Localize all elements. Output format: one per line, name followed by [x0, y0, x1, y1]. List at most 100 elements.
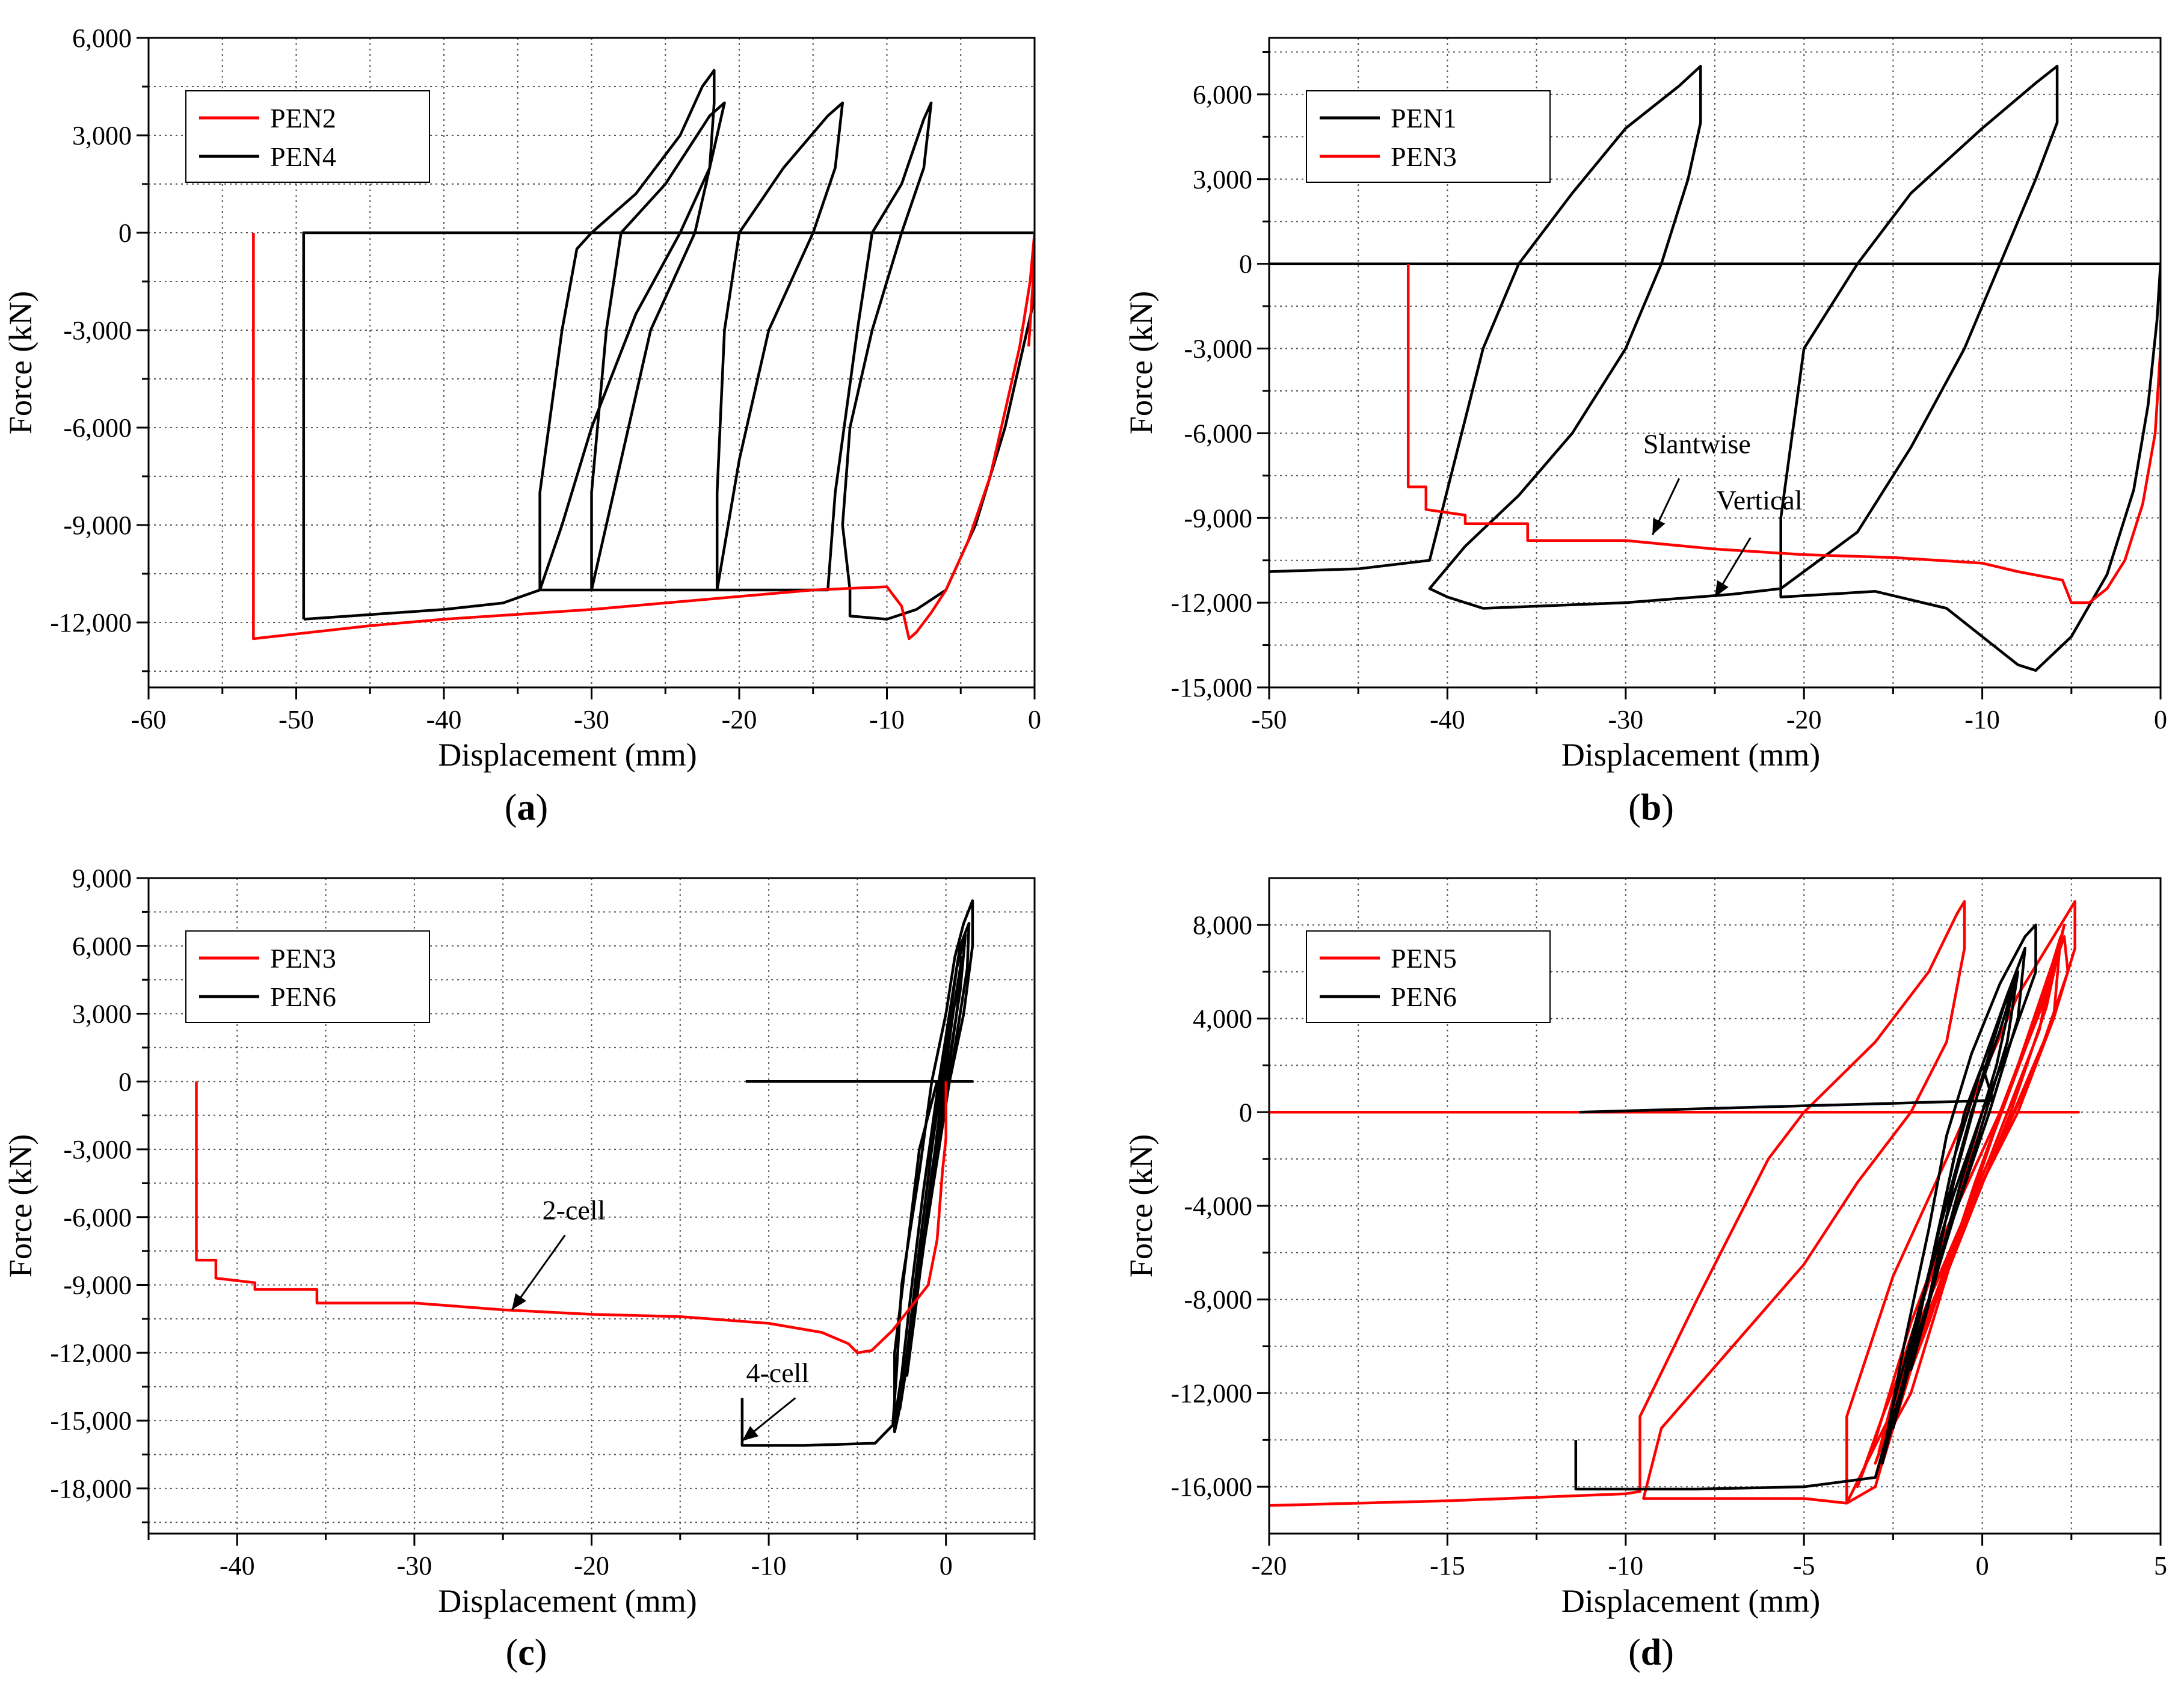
y-tick-label: -12,000 — [1170, 588, 1252, 618]
y-tick-label: -12,000 — [1170, 1378, 1252, 1408]
y-tick-label: 8,000 — [1193, 911, 1252, 940]
x-tick-label: -10 — [1964, 705, 2000, 734]
x-tick-label: -20 — [574, 1551, 609, 1581]
caption-close: ) — [536, 787, 549, 828]
x-tick-label: -10 — [1608, 1551, 1643, 1581]
y-tick-label: -3,000 — [63, 316, 132, 345]
y-tick-label: 0 — [1239, 250, 1252, 279]
y-tick-label: 3,000 — [1193, 165, 1252, 194]
y-tick-label: 0 — [118, 218, 132, 248]
y-tick-label: -12,000 — [50, 1338, 132, 1368]
x-axis-title: Displacement (mm) — [1561, 1583, 1820, 1619]
x-tick-label: -40 — [220, 1551, 255, 1581]
y-tick-label: -9,000 — [63, 1271, 132, 1300]
y-tick-label: 0 — [118, 1067, 132, 1096]
x-tick-label: -10 — [751, 1551, 787, 1581]
legend-label-PEN3: PEN3 — [270, 943, 336, 974]
legend-label-PEN6: PEN6 — [1391, 982, 1457, 1012]
x-tick-label: 5 — [2154, 1551, 2167, 1581]
annotation-2-cell: 2-cell — [511, 1195, 606, 1310]
annotation-label: 2-cell — [543, 1195, 606, 1226]
series-PEN6 — [1574, 923, 2037, 1491]
panel-caption-b: (b) — [1628, 787, 1674, 828]
annotation-arrow-head — [1715, 580, 1729, 597]
annotation-vertical: Vertical — [1714, 485, 1803, 598]
chart-panel-b: -50 -40 -30 -20 -10 0 -15,000 -12,000 -9,000 -6,0… — [1123, 37, 2167, 828]
y-tick-label: -9,000 — [1184, 503, 1252, 533]
caption-open: ( — [1628, 1632, 1641, 1673]
legend-b: PEN1 PEN3 — [1306, 90, 1551, 183]
annotation-label: Vertical — [1717, 485, 1803, 515]
x-tick-label: -5 — [1793, 1551, 1815, 1581]
x-tick-label: 0 — [940, 1551, 953, 1581]
x-tick-label: -30 — [397, 1551, 432, 1581]
chart-panel-d: -20 -15 -10 -5 0 5 -16,000 -12,000 -8,000 -4,000 0… — [1123, 877, 2167, 1673]
x-axis-title: Displacement (mm) — [438, 1583, 697, 1619]
caption-letter: b — [1641, 787, 1661, 828]
y-tick-label: -18,000 — [50, 1474, 132, 1504]
legend-label-PEN1: PEN1 — [1391, 103, 1457, 134]
x-tick-label: -50 — [278, 705, 314, 734]
annotation-4-cell: 4-cell — [741, 1357, 809, 1442]
legend-d: PEN5 PEN6 — [1306, 930, 1551, 1023]
caption-close: ) — [535, 1632, 547, 1673]
y-axis-title: Force (kN) — [2, 1134, 38, 1277]
caption-letter: a — [517, 787, 536, 828]
x-tick-label: -20 — [1252, 1551, 1287, 1581]
y-tick-label: -9,000 — [63, 511, 132, 540]
x-tick-label: -40 — [426, 705, 462, 734]
x-tick-label: 0 — [2154, 705, 2167, 734]
x-tick-label: 0 — [1976, 1551, 1989, 1581]
y-tick-label: 6,000 — [72, 932, 132, 961]
series-group-d — [1269, 900, 2080, 1507]
chart-panel-c: -40 -30 -20 -10 0 -18,000 -15,000 -12,000 -9,000… — [2, 864, 1036, 1673]
y-tick-label: -6,000 — [1184, 419, 1252, 448]
caption-close: ) — [1661, 787, 1674, 828]
x-tick-label: -10 — [869, 705, 905, 734]
x-axis-title: Displacement (mm) — [1561, 737, 1820, 773]
y-tick-label: -15,000 — [1170, 673, 1252, 702]
legend-c: PEN3 PEN6 — [185, 930, 430, 1023]
legend-box — [185, 930, 430, 1023]
y-tick-label: 6,000 — [1193, 80, 1252, 109]
plot-frame — [147, 877, 1036, 1535]
x-tick-label: -30 — [574, 705, 609, 734]
y-tick-label: -15,000 — [50, 1406, 132, 1436]
series-group-b — [1269, 64, 2161, 672]
y-tick-label: -6,000 — [63, 413, 132, 443]
series-group-c — [195, 899, 974, 1447]
x-tick-label: -40 — [1430, 705, 1465, 734]
legend-label-PEN4: PEN4 — [270, 141, 336, 172]
x-tick-label: -30 — [1608, 705, 1643, 734]
legend-box — [1306, 90, 1551, 183]
plot-frame — [1268, 877, 2162, 1535]
x-axis-title: Displacement (mm) — [438, 737, 697, 773]
x-tick-label: -15 — [1430, 1551, 1465, 1581]
chart-panel-a: -60 -50 -40 -30 -20 -10 0 -12,000 -9,000 -6,000 -3… — [2, 23, 1041, 828]
panel-caption-c: (c) — [506, 1632, 547, 1673]
legend-a: PEN2 PEN4 — [185, 90, 430, 183]
caption-letter: d — [1641, 1632, 1661, 1673]
caption-open: ( — [506, 1632, 518, 1673]
legend-label-PEN2: PEN2 — [270, 103, 336, 134]
y-tick-label: 0 — [1239, 1098, 1252, 1127]
panel-caption-d: (d) — [1628, 1632, 1674, 1673]
y-tick-label: 3,000 — [72, 121, 132, 150]
annotation-arrow-head — [511, 1293, 526, 1310]
annotation-arrow-head — [742, 1425, 759, 1441]
y-axis-title: Force (kN) — [1123, 291, 1159, 434]
series-PEN1 — [1269, 64, 2161, 672]
annotation-arrow-head — [1652, 518, 1666, 535]
annotation-slantwise: Slantwise — [1643, 428, 1751, 536]
series-PEN3 — [1406, 263, 2161, 604]
y-tick-label: -3,000 — [63, 1135, 132, 1164]
legend-label-PEN3: PEN3 — [1391, 141, 1457, 172]
y-tick-label: -6,000 — [63, 1203, 132, 1232]
caption-close: ) — [1661, 1632, 1674, 1673]
y-tick-label: 6,000 — [72, 23, 132, 53]
y-axis-title: Force (kN) — [2, 291, 38, 434]
plot-frame — [1268, 37, 2162, 689]
y-tick-label: 3,000 — [72, 1000, 132, 1029]
x-tick-label: 0 — [1028, 705, 1041, 734]
